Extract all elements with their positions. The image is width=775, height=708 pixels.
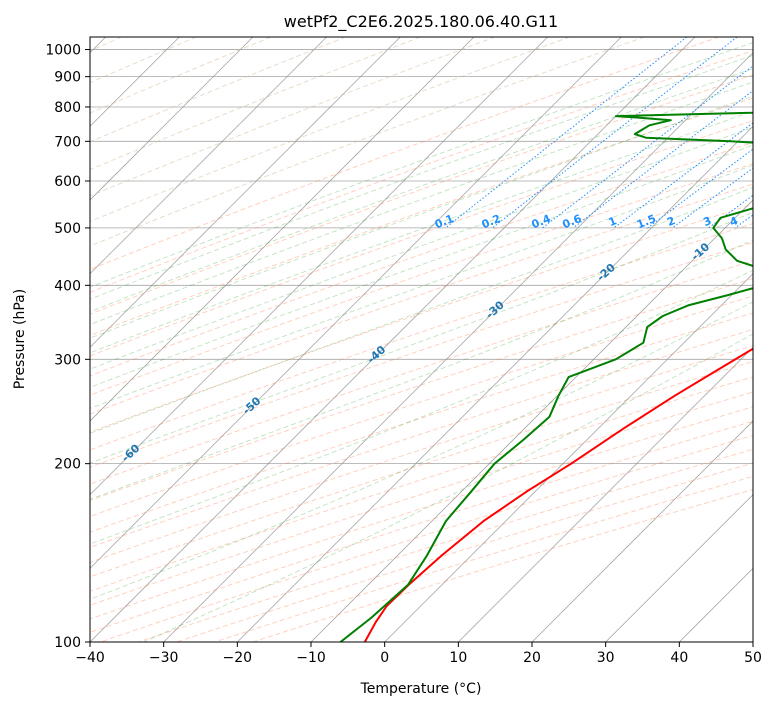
x-tick-label: −30 — [149, 650, 179, 666]
isotherm-line — [90, 37, 548, 496]
isotherm-line — [90, 37, 475, 422]
isotherm-line — [605, 494, 753, 642]
x-tick-label: 30 — [597, 650, 615, 666]
dry-adiabat-line — [90, 376, 753, 592]
profile-lines — [339, 111, 753, 642]
dry-adiabat-line — [90, 278, 753, 501]
y-tick-label: 600 — [54, 174, 81, 190]
mixing-ratio-label: 2 — [665, 214, 677, 229]
moist-adiabat-line — [90, 186, 753, 434]
plot-frame — [89, 36, 754, 643]
mixing-ratio-line — [572, 90, 753, 229]
dry-adiabat-line — [90, 37, 346, 143]
isotherm-line — [384, 273, 753, 642]
dry-adiabat-line — [90, 360, 753, 578]
y-axis-label: Pressure (hPa) — [12, 289, 28, 389]
dry-adiabat-line — [90, 142, 753, 377]
dry-adiabat-line — [90, 183, 753, 415]
x-axis: −40 −30 −20 −10 0 10 20 30 40 50 — [75, 642, 762, 666]
x-tick-label: 0 — [380, 650, 389, 666]
dry-adiabat-line — [90, 391, 753, 606]
mixing-ratio-label: 3 — [701, 214, 713, 229]
dry-adiabat-line — [90, 328, 753, 548]
y-tick-label: 200 — [54, 457, 81, 473]
moist-adiabat-line — [90, 269, 753, 545]
dry-adiabat-line — [90, 120, 753, 357]
mixing-ratio-line — [708, 194, 753, 229]
dry-adiabat-line — [214, 475, 753, 642]
mixing-ratio-label: 1 — [607, 214, 619, 229]
dry-adiabat-line — [90, 163, 753, 396]
mixing-ratio-line — [492, 37, 738, 229]
y-tick-label: 400 — [54, 278, 81, 294]
dry-adiabat-line — [90, 241, 753, 468]
x-axis-label: Temperature (°C) — [360, 681, 482, 697]
isotherm-line — [90, 37, 254, 201]
moist-adiabat-line — [90, 95, 753, 339]
isotherm-line — [90, 37, 327, 275]
dry-adiabat-line — [176, 462, 753, 642]
isotherm-line — [531, 420, 753, 642]
y-tick-label: 300 — [54, 352, 81, 368]
y-tick-label: 800 — [54, 100, 81, 116]
y-tick-label: 900 — [54, 70, 81, 86]
dry-adiabat-line — [90, 345, 753, 563]
isotherm-line — [90, 37, 696, 642]
moist-adiabat-line — [90, 41, 753, 288]
y-tick-label: 1000 — [45, 43, 81, 59]
chart-title: wetPf2_C2E6.2025.180.06.40.G11 — [284, 12, 558, 32]
x-tick-label: 10 — [449, 650, 467, 666]
isotherm-line — [90, 37, 622, 569]
x-tick-label: 40 — [670, 650, 688, 666]
x-tick-label: −10 — [296, 650, 326, 666]
y-tick-label: 100 — [54, 635, 81, 651]
dry-adiabat-line — [138, 448, 753, 642]
isotherm-line — [310, 199, 753, 642]
dry-adiabat-line — [90, 37, 421, 171]
isotherm-line — [458, 346, 753, 642]
y-tick-label: 700 — [54, 134, 81, 150]
moist-adiabat-line — [90, 164, 753, 409]
x-tick-label: 50 — [744, 650, 762, 666]
dry-adiabat-line — [90, 203, 753, 433]
background-lines — [90, 37, 753, 642]
isotherm-line — [237, 125, 753, 642]
plot-area: 0.10.20.40.611.52346810131620253036 -100… — [90, 37, 753, 642]
x-tick-label: −40 — [75, 650, 105, 666]
x-tick-label: 20 — [523, 650, 541, 666]
mixing-ratio-line — [445, 37, 688, 229]
dewpoint-profile-line — [339, 111, 753, 642]
dry-adiabat-line — [90, 37, 496, 197]
temperature-profile-line — [363, 347, 753, 642]
mixing-ratio-line — [647, 148, 753, 229]
y-axis: 100 200 300 400 500 600 700 800 900 1000 — [45, 43, 90, 651]
x-tick-label: −20 — [223, 650, 253, 666]
dry-adiabat-line — [252, 489, 753, 642]
y-tick-label: 500 — [54, 221, 81, 237]
dry-adiabat-line — [90, 312, 753, 533]
moist-adiabat-line — [90, 126, 753, 370]
